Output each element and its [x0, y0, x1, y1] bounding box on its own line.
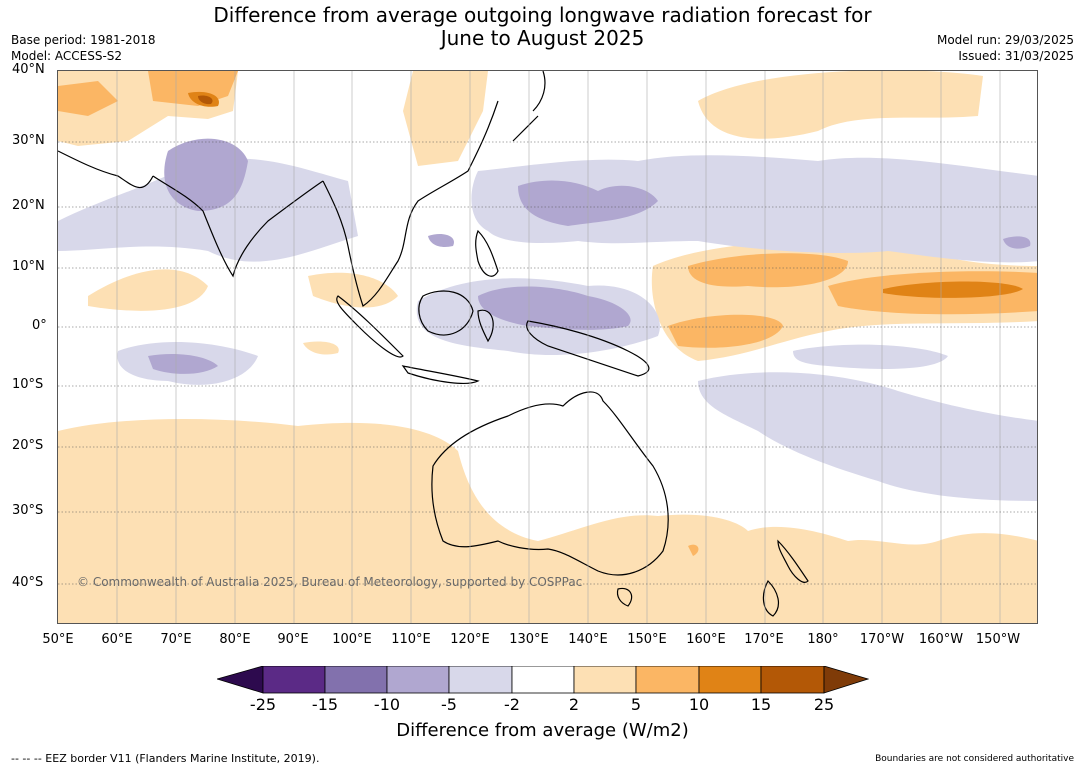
eez-legend: -- -- -- EEZ border V11 (Flanders Marine…: [11, 752, 320, 765]
lat-label: 20°N: [12, 198, 45, 213]
lat-label: 0°: [32, 318, 47, 333]
colorbar-tick: -15: [311, 695, 339, 714]
colorbar: [217, 666, 869, 694]
colorbar-segment: [698, 666, 762, 694]
base-period: Base period: 1981-2018: [11, 33, 156, 47]
lon-label: 80°E: [219, 632, 251, 647]
colorbar-segment: [511, 666, 575, 694]
latitude-lines: [58, 141, 1037, 585]
lon-label: 140°E: [568, 632, 608, 647]
lat-label: 30°S: [12, 503, 44, 518]
lon-label: 70°E: [160, 632, 192, 647]
lat-label: 40°S: [12, 575, 44, 590]
lat-label: 10°N: [12, 259, 45, 274]
colorbar-segment: [635, 666, 700, 694]
lon-label: 130°E: [509, 632, 549, 647]
anomaly-map: [58, 71, 1037, 623]
lat-label: 10°S: [12, 377, 44, 392]
colorbar-segment: [324, 666, 388, 694]
colorbar-tick: -10: [373, 695, 401, 714]
colorbar-tick: 10: [688, 695, 710, 714]
title-line-2: June to August 2025: [440, 26, 645, 50]
negative-anomaly-medium: [148, 138, 1031, 374]
lat-label: 30°N: [12, 133, 45, 148]
lon-label: 120°E: [450, 632, 490, 647]
lon-label: 160°W: [918, 632, 964, 647]
lon-label: 170°E: [744, 632, 784, 647]
lon-label: 90°E: [277, 632, 309, 647]
colorbar-segment: [386, 666, 450, 694]
positive-anomaly-darkest: [198, 95, 213, 105]
boundary-disclaimer: Boundaries are not considered authoritat…: [875, 754, 1074, 764]
colorbar-tick: -2: [504, 695, 520, 714]
title-line-1: Difference from average outgoing longwav…: [213, 3, 872, 27]
colorbar-tick: 2: [568, 695, 580, 714]
colorbar-tick: -5: [441, 695, 457, 714]
lon-label: 110°E: [391, 632, 431, 647]
colorbar-segment: [262, 666, 326, 694]
map-panel[interactable]: [57, 70, 1038, 624]
issued-date: Issued: 31/03/2025: [958, 49, 1074, 63]
lon-label: 50°E: [42, 632, 74, 647]
copyright-notice: © Commonwealth of Australia 2025, Bureau…: [77, 575, 583, 589]
lon-label: 180°: [807, 632, 839, 647]
lon-label: 160°E: [686, 632, 726, 647]
colorbar-segment: [448, 666, 513, 694]
lon-label: 150°E: [627, 632, 667, 647]
lat-label: 20°S: [12, 438, 44, 453]
colorbar-segment: [573, 666, 637, 694]
lat-label: 40°N: [12, 62, 45, 77]
colorbar-tick: 25: [813, 695, 835, 714]
model-run: Model run: 29/03/2025: [936, 33, 1074, 47]
meta-left: Base period: 1981-2018 Model: ACCESS-S2: [11, 32, 156, 64]
colorbar-extend-max: [823, 666, 869, 694]
colorbar-label: Difference from average (W/m2): [396, 720, 689, 741]
lon-label: 150°W: [975, 632, 1021, 647]
meta-right: Model run: 29/03/2025 Issued: 31/03/2025: [937, 32, 1074, 64]
gridlines: [116, 71, 1001, 623]
lon-label: 100°E: [332, 632, 372, 647]
lon-label: 170°W: [859, 632, 905, 647]
colorbar-extend-min: [217, 666, 264, 694]
model-name: Model: ACCESS-S2: [11, 49, 123, 63]
lon-label: 60°E: [101, 632, 133, 647]
colorbar-tick: -25: [249, 695, 277, 714]
map-title: Difference from average outgoing longwav…: [0, 4, 1085, 50]
colorbar-tick: 5: [630, 695, 642, 714]
colorbar-segment: [760, 666, 825, 694]
negative-anomaly-light: [58, 155, 1037, 501]
colorbar-tick: 15: [750, 695, 772, 714]
